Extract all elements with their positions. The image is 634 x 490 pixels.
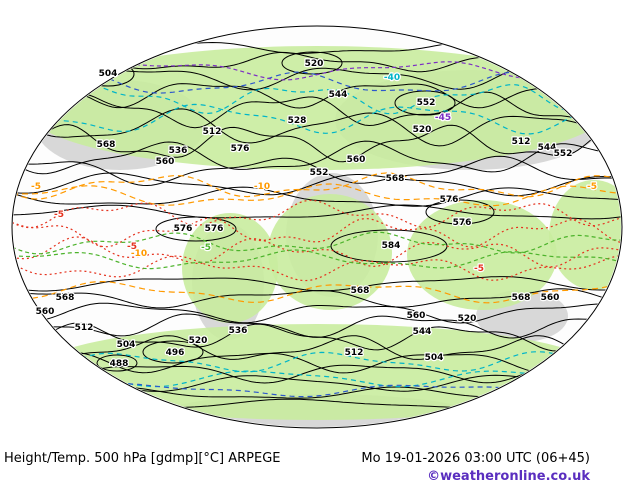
height-contour-label: 568: [512, 293, 531, 303]
temp-contour-line-red: [13, 199, 621, 229]
height-contour-label: 512: [512, 137, 531, 147]
temp-contour-label: -10: [131, 249, 147, 259]
chart-footer: Height/Temp. 500 hPa [gdmp][°C] ARPEGE M…: [0, 451, 634, 469]
height-contour-label: 568: [351, 286, 370, 296]
temp-contour-label: -5: [474, 264, 484, 274]
height-contour-line: [13, 322, 621, 352]
height-contour-line: [13, 172, 621, 197]
temp-contour-label: -40: [384, 73, 400, 83]
height-contour-label: 512: [75, 323, 94, 333]
temp-shade-patch: [268, 194, 392, 310]
height-contour-line: [13, 81, 621, 109]
temp-contour-line-orange: [13, 172, 621, 200]
map-layers: [13, 40, 621, 427]
height-contour-line: [13, 124, 621, 163]
height-contour-label: 560: [541, 293, 560, 303]
height-contour-label: 560: [347, 155, 366, 165]
height-contour-label: 520: [305, 59, 324, 69]
temp-contour-label: -5: [54, 210, 64, 220]
copyright-link[interactable]: ©weatheronline.co.uk: [427, 469, 590, 484]
temp-contour-line-red: [13, 255, 621, 282]
height-contour-label: 568: [56, 293, 75, 303]
temp-shade-patch: [407, 200, 557, 310]
temp-shade-patch: [32, 324, 602, 420]
height-contour-line: [13, 335, 621, 360]
height-contour-line: [13, 302, 621, 324]
temp-contour-line-blue: [13, 71, 621, 94]
height-contour-label: 512: [203, 127, 222, 137]
height-contour-label: 520: [413, 125, 432, 135]
temp-contour-label: -5: [127, 242, 137, 252]
height-contour-closed: [142, 340, 204, 364]
height-contour-label: 504: [117, 340, 136, 350]
height-contour-line: [13, 108, 621, 147]
chart-datetime: Mo 19-01-2026 03:00 UTC (06+45): [361, 451, 590, 466]
height-contour-line: [13, 363, 621, 384]
height-contour-label: 488: [110, 359, 129, 369]
height-contour-label: 576: [205, 224, 224, 234]
height-contour-label: 536: [169, 146, 188, 156]
temp-contour-line-purple: [13, 61, 621, 81]
height-contour-label: 512: [345, 348, 364, 358]
temp-contour-label: -10: [254, 182, 270, 192]
height-contour-label: 520: [189, 336, 208, 346]
height-contour-label: 560: [407, 311, 426, 321]
height-contour-label: 544: [413, 327, 432, 337]
height-contour-line: [13, 155, 621, 187]
height-contour-closed: [425, 199, 495, 225]
height-contour-label: 544: [329, 90, 348, 100]
height-contour-label: 552: [417, 98, 436, 108]
height-contour-label: 568: [97, 140, 116, 150]
height-contour-label: 568: [386, 174, 405, 184]
temp-contour-line-green: [13, 231, 621, 255]
temp-contour-line-green: [13, 249, 621, 270]
temp-contour-label: -5: [31, 182, 41, 192]
temp-contour-line-cyan: [13, 103, 621, 135]
height-contour-label: 560: [36, 307, 55, 317]
height-contour-label: 552: [310, 168, 329, 178]
height-contour-line: [13, 140, 621, 175]
height-contour-label: 560: [156, 157, 175, 167]
temp-shade-patch: [25, 46, 609, 170]
temp-contour-label: -5: [587, 182, 597, 192]
temp-contour-line-orange: [13, 183, 621, 207]
height-contour-label: 496: [166, 348, 185, 358]
height-contour-label: 528: [288, 116, 307, 126]
height-contour-line: [13, 186, 621, 207]
height-contour-closed: [155, 216, 237, 242]
height-contour-label: 576: [453, 218, 472, 228]
height-contour-label: 576: [231, 144, 250, 154]
height-contour-label: 504: [425, 353, 444, 363]
height-contour-label: 576: [440, 195, 459, 205]
temp-contour-label: -5: [201, 243, 211, 253]
height-contour-label: 544: [538, 143, 557, 153]
height-contour-label: 504: [99, 69, 118, 79]
height-contour-label: 520: [458, 314, 477, 324]
height-contour-closed: [394, 90, 456, 116]
height-contour-line: [13, 288, 621, 309]
height-contour-label: 552: [554, 149, 573, 159]
height-contour-line: [13, 204, 621, 220]
world-map: 504 520 544 552 528 512 520 512 568 576 536 560 560 5…: [11, 25, 623, 429]
height-contour-label: 584: [382, 241, 401, 251]
height-contour-closed: [96, 354, 138, 372]
height-contour-label: 576: [174, 224, 193, 234]
temp-contour-line-cyan: [13, 83, 621, 115]
height-contour-line: [13, 351, 621, 374]
chart-title: Height/Temp. 500 hPa [gdmp][°C] ARPEGE: [4, 451, 281, 466]
height-contour-line: [13, 91, 621, 129]
temp-contour-line-orange: [13, 281, 621, 304]
height-contour-label: 536: [229, 326, 248, 336]
temp-contour-label: -45: [435, 113, 451, 123]
